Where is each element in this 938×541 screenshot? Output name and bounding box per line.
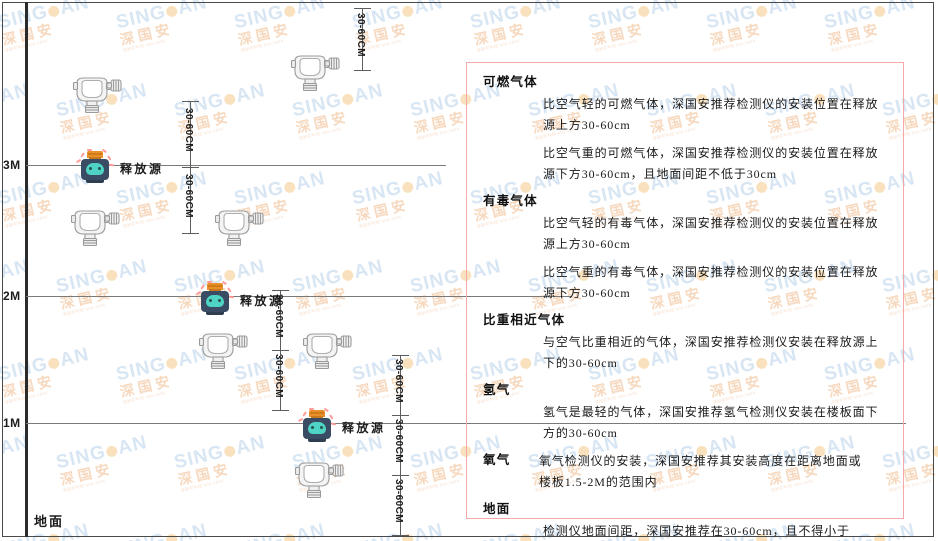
- gas-detector-icon: [70, 210, 120, 247]
- guideline-section: 有毒气体 比空气轻的有毒气体，深国安推荐检测仪的安装位置在释放源上方30-60cm…: [483, 192, 889, 303]
- dimension-label: 30-60CM: [273, 354, 284, 398]
- guideline-section-body: 氧气检测仪的安装，深国安推荐其安装高度在距离地面或楼板1.5-2M的范围内: [539, 451, 869, 496]
- release-source: [75, 148, 115, 183]
- gas-detector-icon: [198, 333, 248, 370]
- gas-detector: [292, 455, 348, 501]
- dimension-tick: [181, 233, 199, 234]
- dimension-tick: [271, 290, 289, 291]
- release-source-icon: [75, 148, 115, 183]
- dimension-tick: [391, 475, 409, 476]
- dimension-tick: [353, 70, 371, 71]
- guideline-section-title: 氢气: [483, 383, 511, 397]
- dimension-label: 30-60CM: [355, 13, 366, 57]
- dimension-tick: [181, 167, 199, 168]
- guideline-section-title: 可燃气体: [483, 75, 538, 89]
- dimension-tick: [271, 350, 289, 351]
- release-source-label: 释放源: [240, 294, 284, 308]
- dimension-stack: 30-60CM 30-60CM: [270, 290, 290, 411]
- dimension-label: 30-60CM: [393, 359, 404, 403]
- release-source-label: 释放源: [120, 162, 164, 176]
- gas-detector: [196, 326, 252, 372]
- guideline-paragraph: 检测仪地面间距，深国安推荐在30-60cm，且不得小于30cm，因为过低容易水浸…: [543, 524, 850, 538]
- dimension-stack: 30-60CM: [352, 8, 372, 71]
- vertical-height-axis: [25, 2, 28, 537]
- guideline-paragraph: 比空气重的有毒气体，深国安推荐检测仪的安装位置在释放源下方30-60cm: [543, 265, 879, 300]
- dimension-line: [399, 355, 401, 535]
- guideline-section-body: 检测仪地面间距，深国安推荐在30-60cm，且不得小于30cm，因为过低容易水浸…: [483, 521, 889, 541]
- release-source-icon: [195, 280, 235, 315]
- dimension-stack: 30-60CM 30-60CM 30-60CM: [390, 355, 410, 536]
- guideline-section-title: 氧气: [483, 453, 511, 467]
- guideline-section-body: 氢气是最轻的气体，深国安推荐氢气检测仪安装在楼板面下方的30-60cm: [483, 402, 889, 443]
- guideline-paragraph: 比空气重的可燃气体，深国安推荐检测仪的安装位置在释放源下方30-60cm，且地面…: [543, 146, 879, 181]
- gas-detector: [212, 203, 268, 249]
- release-source-label: 释放源: [342, 421, 386, 435]
- level-line-2m: [26, 296, 571, 297]
- guideline-paragraph: 与空气比重相近的气体，深国安推荐检测仪安装在释放源上下的30-60cm: [543, 335, 879, 370]
- dimension-label: 30-60CM: [393, 419, 404, 463]
- guideline-section: 可燃气体 比空气轻的可燃气体，深国安推荐检测仪的安装位置在释放源上方30-60cm…: [483, 73, 889, 184]
- guideline-section-title: 地面: [483, 502, 511, 516]
- guideline-section-body: 与空气比重相近的气体，深国安推荐检测仪安装在释放源上下的30-60cm: [483, 332, 889, 373]
- axis-tick-label-2m: 2M: [3, 289, 21, 303]
- axis-tick-label-3m: 3M: [3, 158, 21, 172]
- guideline-section-title: 有毒气体: [483, 194, 538, 208]
- guideline-section-body: 比空气轻的可燃气体，深国安推荐检测仪的安装位置在释放源上方30-60cm 比空气重…: [483, 94, 889, 184]
- installation-guidelines-panel: 可燃气体 比空气轻的可燃气体，深国安推荐检测仪的安装位置在释放源上方30-60cm…: [466, 62, 904, 538]
- dimension-tick: [353, 8, 371, 9]
- axis-tick-label-1m: 1M: [3, 416, 21, 430]
- gas-detector-icon: [214, 210, 264, 247]
- dimension-line: [361, 8, 363, 70]
- gas-detector: [70, 70, 126, 116]
- release-source-icon: [297, 407, 337, 442]
- dimension-label: 30-60CM: [183, 108, 194, 152]
- dimension-tick: [391, 535, 409, 536]
- gas-detector-icon: [290, 55, 340, 92]
- guideline-paragraph: 比空气轻的可燃气体，深国安推荐检测仪的安装位置在释放源上方30-60cm: [543, 97, 879, 132]
- guideline-paragraph: 氧气检测仪的安装，深国安推荐其安装高度在距离地面或楼板1.5-2M的范围内: [539, 454, 862, 489]
- release-source: [297, 407, 337, 442]
- guideline-section: 地面检测仪地面间距，深国安推荐在30-60cm，且不得小于30cm，因为过低容易…: [483, 500, 889, 541]
- dimension-tick: [271, 410, 289, 411]
- release-source: [195, 280, 235, 315]
- dimension-stack: 30-60CM 30-60CM: [180, 101, 200, 234]
- dimension-label: 30-60CM: [183, 174, 194, 218]
- guideline-section-title: 比重相近气体: [483, 313, 566, 327]
- ground-label: 地面: [34, 514, 65, 529]
- guideline-section: 氧气 氧气检测仪的安装，深国安推荐其安装高度在距离地面或楼板1.5-2M的范围内: [483, 451, 889, 496]
- dimension-tick: [391, 415, 409, 416]
- gas-detector: [300, 326, 356, 372]
- guideline-paragraph: 比空气轻的有毒气体，深国安推荐检测仪的安装位置在释放源上方30-60cm: [543, 216, 879, 251]
- level-line-3m: [26, 165, 446, 166]
- gas-detector-icon: [72, 77, 122, 114]
- gas-detector-icon: [302, 333, 352, 370]
- gas-detector: [288, 48, 344, 94]
- dimension-tick: [391, 355, 409, 356]
- guideline-section: 氢气氢气是最轻的气体，深国安推荐氢气检测仪安装在楼板面下方的30-60cm: [483, 381, 889, 443]
- guideline-section: 比重相近气体与空气比重相近的气体，深国安推荐检测仪安装在释放源上下的30-60c…: [483, 311, 889, 373]
- dimension-label: 30-60CM: [393, 479, 404, 523]
- guideline-paragraph: 氢气是最轻的气体，深国安推荐氢气检测仪安装在楼板面下方的30-60cm: [543, 405, 879, 440]
- gas-detector-icon: [294, 462, 344, 499]
- guideline-section-body: 比空气轻的有毒气体，深国安推荐检测仪的安装位置在释放源上方30-60cm 比空气重…: [483, 213, 889, 303]
- gas-detector: [68, 203, 124, 249]
- dimension-tick: [181, 101, 199, 102]
